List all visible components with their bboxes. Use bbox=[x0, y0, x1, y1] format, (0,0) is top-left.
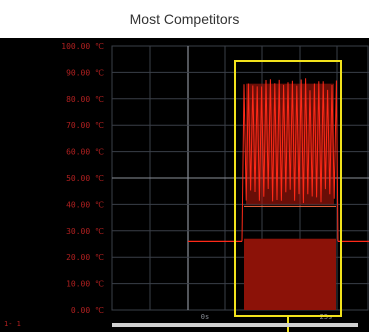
y-tick-label: 10.00 ℃ bbox=[66, 280, 104, 289]
corner-label: 1- 1 bbox=[4, 320, 21, 328]
y-tick-label: 40.00 ℃ bbox=[66, 200, 104, 209]
y-tick-label: 60.00 ℃ bbox=[66, 148, 104, 157]
temperature-plot: 100.00 ℃ 90.00 ℃ 80.00 ℃ 70.00 ℃ 60.00 ℃ 50.0… bbox=[4, 42, 369, 332]
y-tick-labels: 100.00 ℃ 90.00 ℃ 80.00 ℃ 70.00 ℃ 60.00 ℃ 50.0… bbox=[61, 42, 104, 315]
y-tick-label: 100.00 ℃ bbox=[61, 42, 104, 51]
y-tick-label: 30.00 ℃ bbox=[66, 227, 104, 236]
y-tick-label: 0.00 ℃ bbox=[71, 306, 104, 315]
scrollbar[interactable] bbox=[112, 323, 358, 327]
chart-caption: Most Competitors bbox=[129, 11, 240, 27]
oscilloscope-screen: 100.00 ℃ 90.00 ℃ 80.00 ℃ 70.00 ℃ 60.00 ℃ 50.0… bbox=[0, 38, 369, 332]
y-tick-label: 80.00 ℃ bbox=[66, 95, 104, 104]
trace-group bbox=[188, 78, 369, 310]
y-tick-label: 70.00 ℃ bbox=[66, 121, 104, 130]
burst-fill bbox=[244, 238, 336, 310]
temperature-trace bbox=[241, 78, 339, 242]
y-tick-label: 20.00 ℃ bbox=[66, 253, 104, 262]
x-tick-label: 0s bbox=[201, 313, 209, 321]
y-tick-label: 50.00 ℃ bbox=[66, 174, 104, 183]
y-tick-label: 90.00 ℃ bbox=[66, 68, 104, 77]
